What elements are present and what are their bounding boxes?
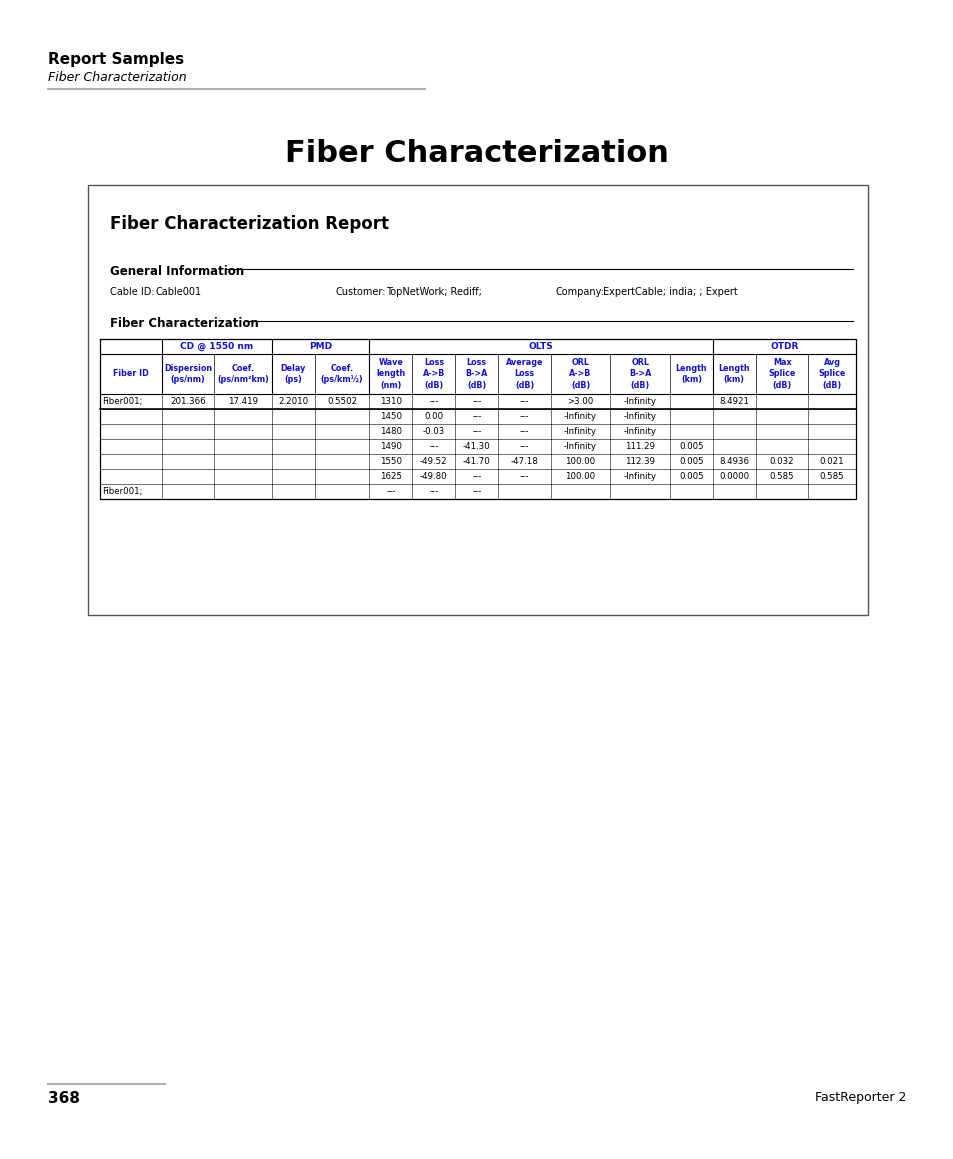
Text: >3.00: >3.00	[567, 398, 593, 406]
Text: Coef.
(ps/nm²km): Coef. (ps/nm²km)	[217, 364, 269, 385]
Text: -Infinity: -Infinity	[623, 411, 656, 421]
Text: 111.29: 111.29	[624, 442, 655, 451]
Text: OTDR: OTDR	[769, 342, 798, 351]
Text: 112.39: 112.39	[624, 457, 655, 466]
Text: 0.021: 0.021	[819, 457, 843, 466]
Text: Fiber Characterization: Fiber Characterization	[110, 318, 258, 330]
Text: Avg
Splice
(dB): Avg Splice (dB)	[818, 358, 845, 391]
Text: General Information: General Information	[110, 265, 244, 278]
Text: Average
Loss
(dB): Average Loss (dB)	[505, 358, 542, 391]
Text: Cable ID:: Cable ID:	[110, 287, 154, 297]
Text: -49.80: -49.80	[419, 472, 447, 481]
Text: Max
Splice
(dB): Max Splice (dB)	[767, 358, 795, 391]
Text: 368: 368	[48, 1091, 80, 1106]
Text: Wave
length
(nm): Wave length (nm)	[375, 358, 405, 391]
Text: ---: ---	[472, 427, 481, 436]
Text: Customer:: Customer:	[335, 287, 386, 297]
Text: ---: ---	[429, 398, 438, 406]
Text: 0.032: 0.032	[769, 457, 794, 466]
Text: Delay
(ps): Delay (ps)	[280, 364, 306, 385]
Text: -49.52: -49.52	[419, 457, 447, 466]
Text: 100.00: 100.00	[565, 472, 595, 481]
Text: ---: ---	[472, 487, 481, 496]
Text: 1480: 1480	[379, 427, 401, 436]
Text: Fiber001;: Fiber001;	[102, 398, 142, 406]
Text: ---: ---	[472, 472, 481, 481]
Text: -41.70: -41.70	[462, 457, 490, 466]
Text: 0.585: 0.585	[819, 472, 843, 481]
Text: 0.0000: 0.0000	[719, 472, 749, 481]
Text: ORL
A->B
(dB): ORL A->B (dB)	[569, 358, 591, 391]
FancyBboxPatch shape	[88, 185, 867, 615]
Text: 1310: 1310	[379, 398, 401, 406]
Text: ---: ---	[429, 442, 438, 451]
Text: OLTS: OLTS	[528, 342, 553, 351]
Text: 0.005: 0.005	[679, 442, 703, 451]
Text: 1625: 1625	[379, 472, 401, 481]
Text: 8.4921: 8.4921	[719, 398, 749, 406]
Text: 0.5502: 0.5502	[327, 398, 356, 406]
Text: Dispersion
(ps/nm): Dispersion (ps/nm)	[164, 364, 213, 385]
Text: 2.2010: 2.2010	[278, 398, 308, 406]
Text: Report Samples: Report Samples	[48, 52, 184, 67]
Text: ExpertCable; india; ; Expert: ExpertCable; india; ; Expert	[602, 287, 737, 297]
Text: 1550: 1550	[379, 457, 401, 466]
Text: Length
(km): Length (km)	[675, 364, 706, 385]
Text: CD @ 1550 nm: CD @ 1550 nm	[180, 342, 253, 351]
Text: Cable001: Cable001	[156, 287, 202, 297]
Text: 8.4936: 8.4936	[719, 457, 749, 466]
Text: ---: ---	[429, 487, 438, 496]
Text: ---: ---	[386, 487, 395, 496]
Text: Fiber001;: Fiber001;	[102, 487, 142, 496]
Text: 201.366: 201.366	[171, 398, 206, 406]
Text: -Infinity: -Infinity	[623, 398, 656, 406]
Text: Company:: Company:	[556, 287, 604, 297]
Text: Loss
A->B
(dB): Loss A->B (dB)	[422, 358, 445, 391]
Text: ---: ---	[519, 472, 529, 481]
Text: -Infinity: -Infinity	[563, 427, 597, 436]
Text: Fiber ID: Fiber ID	[113, 370, 149, 379]
Text: Fiber Characterization: Fiber Characterization	[285, 139, 668, 168]
Text: ---: ---	[519, 398, 529, 406]
Text: 0.005: 0.005	[679, 457, 703, 466]
Text: FastReporter 2: FastReporter 2	[814, 1091, 905, 1105]
Text: -41.30: -41.30	[462, 442, 490, 451]
Text: ---: ---	[519, 411, 529, 421]
Text: 17.419: 17.419	[228, 398, 258, 406]
Text: Fiber Characterization Report: Fiber Characterization Report	[110, 216, 389, 233]
Text: Loss
B->A
(dB): Loss B->A (dB)	[465, 358, 488, 391]
Text: ---: ---	[519, 427, 529, 436]
Text: TopNetWork; Rediff;: TopNetWork; Rediff;	[386, 287, 481, 297]
Text: -Infinity: -Infinity	[623, 427, 656, 436]
Text: PMD: PMD	[309, 342, 332, 351]
Text: Fiber Characterization: Fiber Characterization	[48, 71, 187, 83]
Text: -Infinity: -Infinity	[623, 472, 656, 481]
Text: -Infinity: -Infinity	[563, 442, 597, 451]
Text: Length
(km): Length (km)	[718, 364, 749, 385]
Text: 0.005: 0.005	[679, 472, 703, 481]
Text: ORL
B->A
(dB): ORL B->A (dB)	[628, 358, 651, 391]
Text: -0.03: -0.03	[422, 427, 444, 436]
Text: 100.00: 100.00	[565, 457, 595, 466]
Text: 1450: 1450	[379, 411, 401, 421]
Text: -Infinity: -Infinity	[563, 411, 597, 421]
Text: -47.18: -47.18	[510, 457, 537, 466]
Text: 0.585: 0.585	[769, 472, 794, 481]
Text: ---: ---	[472, 398, 481, 406]
Text: 0.00: 0.00	[424, 411, 443, 421]
Text: ---: ---	[519, 442, 529, 451]
Text: Coef.
(ps/km½): Coef. (ps/km½)	[320, 364, 363, 385]
Text: ---: ---	[472, 411, 481, 421]
Text: 1490: 1490	[379, 442, 401, 451]
